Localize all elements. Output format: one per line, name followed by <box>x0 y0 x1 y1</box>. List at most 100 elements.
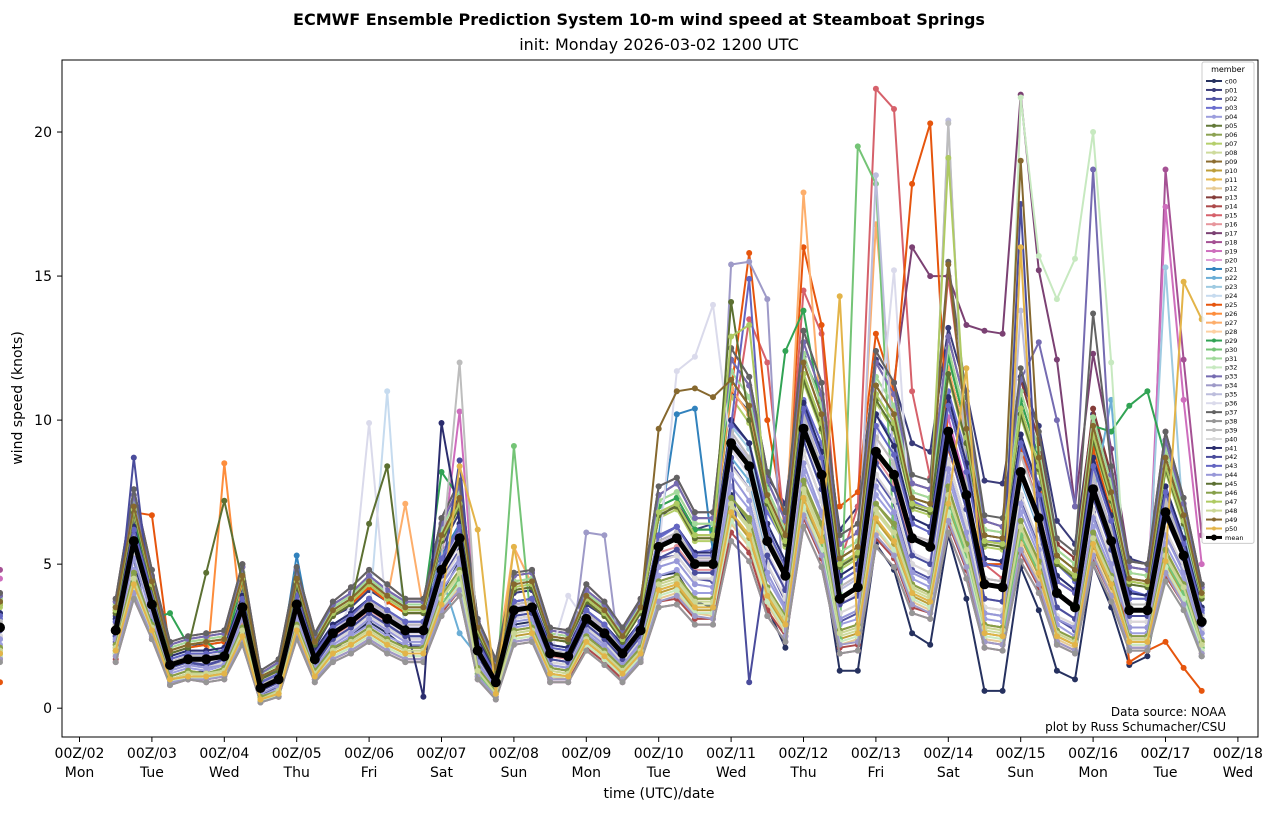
data-point <box>746 322 753 328</box>
data-point <box>0 566 3 573</box>
mean-data-point <box>400 625 411 636</box>
data-point <box>565 673 572 680</box>
data-point <box>746 558 753 565</box>
data-point <box>800 189 807 196</box>
data-point <box>746 440 753 447</box>
data-point <box>1035 590 1042 596</box>
x-tick-label: 00Z/12 <box>779 746 829 762</box>
data-point <box>909 590 916 596</box>
mean-data-point <box>237 602 248 613</box>
data-point <box>1126 575 1133 582</box>
data-point <box>402 604 409 611</box>
data-point <box>1108 359 1115 366</box>
legend-marker <box>1212 490 1216 495</box>
data-point <box>945 261 952 268</box>
legend-item: p11 <box>1206 176 1237 184</box>
legend-item: p14 <box>1206 203 1237 211</box>
data-point <box>438 515 445 522</box>
data-point <box>529 638 535 645</box>
data-point <box>348 650 354 657</box>
legend-item: p46 <box>1206 489 1237 497</box>
data-point <box>1017 558 1024 565</box>
data-point <box>402 650 409 657</box>
data-point <box>999 633 1006 640</box>
data-point <box>529 566 535 573</box>
mean-data-point <box>816 469 827 480</box>
data-point <box>1090 405 1097 412</box>
data-point <box>1126 558 1133 565</box>
data-point <box>1072 650 1078 657</box>
mean-data-point <box>201 654 212 665</box>
mean-data-point <box>527 602 537 613</box>
data-point <box>148 636 155 643</box>
legend-marker <box>1212 231 1216 236</box>
data-point <box>872 515 879 522</box>
legend-label: p46 <box>1225 489 1237 497</box>
data-point <box>872 172 879 179</box>
legend-item: p32 <box>1206 364 1237 372</box>
data-point <box>402 659 409 666</box>
data-point <box>130 454 137 461</box>
legend-item: mean <box>1206 534 1243 542</box>
data-point <box>1126 647 1133 654</box>
mean-data-point <box>889 469 899 480</box>
x-tick-label: 00Z/16 <box>1068 746 1118 762</box>
data-point <box>1108 517 1115 524</box>
legend-marker <box>1212 383 1216 388</box>
data-point <box>1090 541 1097 547</box>
data-point <box>691 353 698 360</box>
mean-data-point <box>1142 605 1153 616</box>
data-point <box>384 607 391 614</box>
data-point <box>818 538 825 545</box>
data-point <box>438 555 445 562</box>
data-point <box>130 503 137 510</box>
data-point <box>818 411 825 418</box>
x-tick-label: 00Z/02 <box>55 746 105 762</box>
data-point <box>1090 422 1097 429</box>
data-point <box>963 595 970 602</box>
data-point <box>1090 529 1097 536</box>
x-axis-ticks: 00Z/02 Mon 00Z/03 Tue 00Z/04 Wed 00Z/05 Thu 00Z/… <box>55 737 1263 781</box>
data-point <box>0 659 3 666</box>
data-point <box>981 687 988 694</box>
legend-item: p07 <box>1206 140 1237 148</box>
data-point <box>891 443 897 449</box>
data-point <box>691 532 698 539</box>
mean-data-point <box>726 438 737 449</box>
y-tick-label: 20 <box>34 125 52 141</box>
legend-marker <box>1212 150 1216 155</box>
legend-marker <box>1212 123 1216 128</box>
data-point <box>691 520 698 527</box>
data-point <box>764 492 771 498</box>
data-point <box>891 379 897 386</box>
data-point <box>728 509 735 516</box>
data-point <box>891 564 897 570</box>
data-point <box>384 388 391 395</box>
data-point <box>185 673 192 680</box>
data-point <box>872 330 879 337</box>
data-point <box>329 607 336 614</box>
data-point <box>728 261 735 268</box>
legend-item: p30 <box>1206 346 1237 354</box>
data-point <box>836 503 843 510</box>
data-point <box>909 630 916 637</box>
mean-data-point <box>653 541 664 552</box>
mean-data-point <box>110 625 121 636</box>
data-point <box>0 613 3 619</box>
data-point <box>836 667 843 674</box>
data-point <box>872 382 879 389</box>
mean-data-point <box>671 533 682 544</box>
data-point <box>185 641 192 648</box>
mean-data-point <box>907 533 918 544</box>
data-point <box>999 647 1006 654</box>
mean-data-point <box>798 423 809 434</box>
data-point <box>836 630 843 637</box>
data-point <box>130 486 137 493</box>
legend-item: p22 <box>1206 274 1237 282</box>
legend-label: p33 <box>1225 373 1237 381</box>
data-point <box>148 512 155 519</box>
data-point <box>782 638 789 645</box>
data-point <box>1162 578 1169 585</box>
data-point <box>601 662 608 668</box>
